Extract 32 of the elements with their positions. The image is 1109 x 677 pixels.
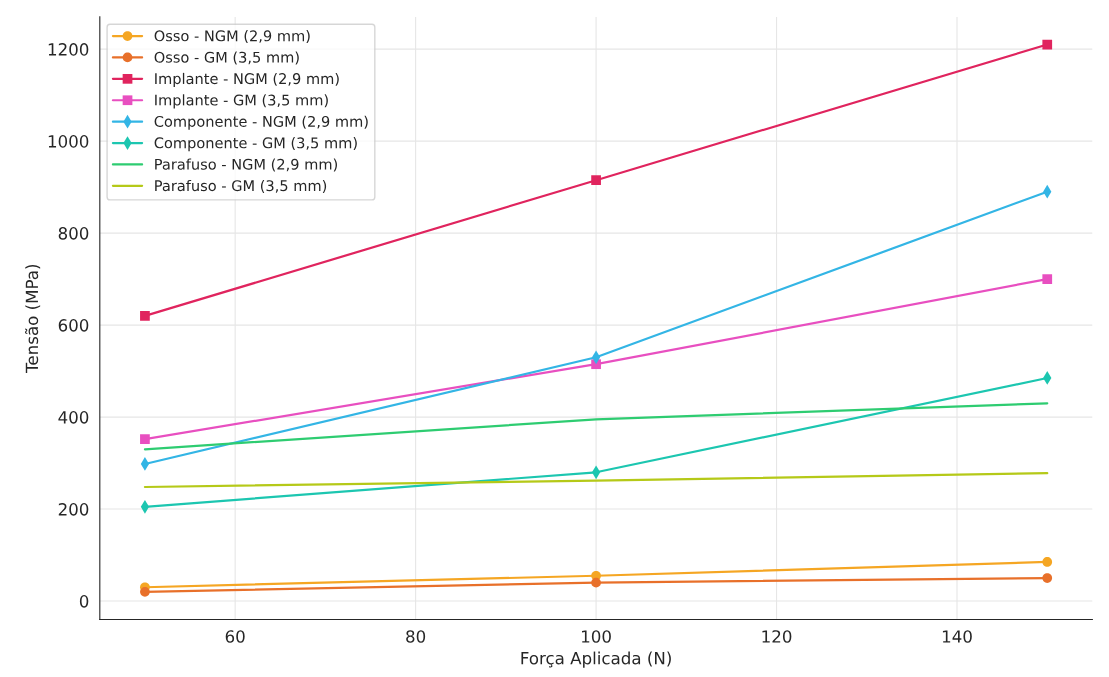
point (140, 434, 150, 445)
x-axis-title: Força Aplicada (N) (521, 651, 671, 668)
x-tick-label: 140 (942, 630, 972, 643)
point (1042, 557, 1053, 567)
legend-label: Osso - GM (3,5 mm) (154, 51, 299, 65)
y-tick-label: 0 (79, 595, 89, 608)
y-tick-label: 1000 (48, 135, 89, 148)
legend-label: Osso - NGM (2,9 mm) (154, 30, 310, 44)
y-tick-label: 1200 (48, 43, 89, 56)
y-tick-label: 600 (58, 319, 89, 332)
legend-label: Componente - NGM (2,9 mm) (154, 115, 368, 130)
legend-label: Componente - GM (3,5 mm) (154, 137, 357, 152)
point (140, 457, 150, 471)
point (140, 587, 150, 597)
x-tick-label: 80 (406, 630, 426, 643)
point (591, 175, 601, 186)
y-axis-title: Tensão (MPa) (25, 264, 41, 373)
point (591, 577, 601, 588)
y-tick-label: 800 (58, 227, 89, 240)
legend-label: Implante - GM (3,5 mm) (155, 94, 328, 109)
point (140, 311, 150, 321)
point (1042, 39, 1053, 50)
point (1042, 274, 1053, 284)
legend-label: Implante - NGM (2,9 mm) (155, 72, 339, 87)
x-tick-label: 100 (582, 630, 611, 643)
point (1042, 573, 1053, 583)
x-tick-label: 120 (762, 630, 792, 643)
legend-label: Parafuso - NGM (2,9 mm) (155, 158, 337, 172)
y-tick-label: 400 (58, 411, 89, 424)
y-tick-label: 200 (58, 503, 89, 516)
x-tick-label: 60 (225, 630, 245, 643)
legend-label: Parafuso - GM (3,5 mm) (155, 179, 327, 193)
